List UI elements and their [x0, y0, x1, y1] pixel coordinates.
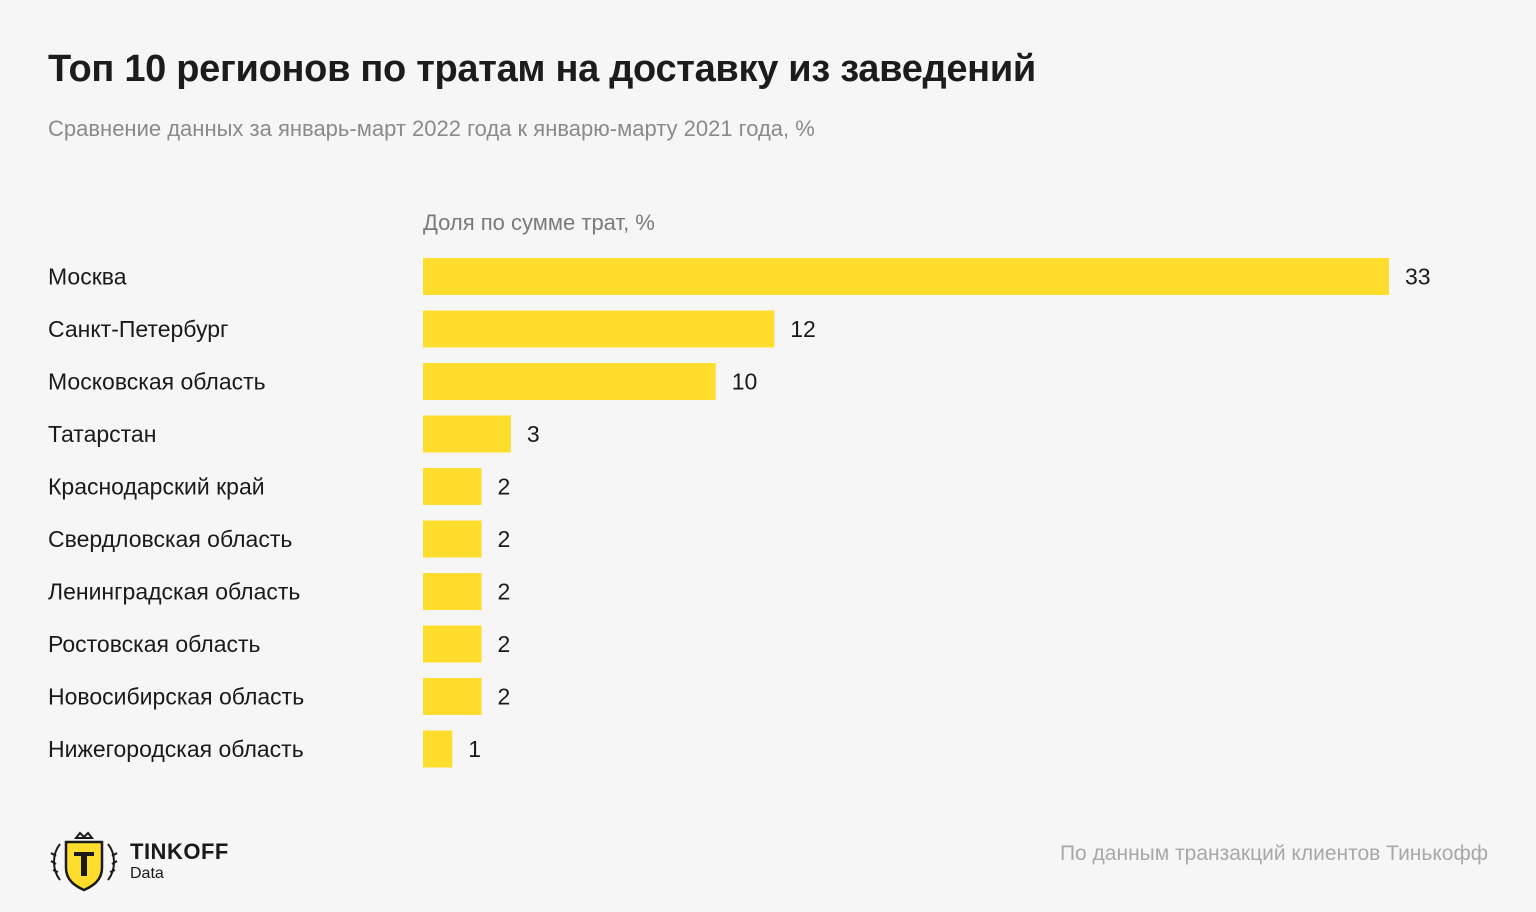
value-label: 12: [790, 316, 816, 342]
category-label: Москва: [48, 264, 127, 290]
value-label: 1: [468, 736, 481, 762]
bar: [423, 520, 482, 558]
category-label: Московская область: [48, 369, 266, 395]
chart-subtitle: Сравнение данных за январь-март 2022 год…: [48, 116, 815, 141]
value-label: 3: [527, 421, 540, 447]
bar: [423, 730, 453, 768]
value-label: 2: [498, 579, 511, 605]
brand-subtitle: Data: [130, 865, 164, 882]
source-note: По данным транзакций клиентов Тинькофф: [1059, 842, 1488, 865]
value-label: 2: [498, 684, 511, 710]
category-label: Нижегородская область: [48, 736, 304, 762]
value-label: 33: [1405, 264, 1431, 290]
bar: [423, 625, 482, 663]
value-label: 2: [498, 474, 511, 500]
category-label: Ростовская область: [48, 631, 261, 657]
bar: [423, 678, 482, 715]
value-label: 2: [498, 526, 511, 552]
brand-name: TINKOFF: [130, 839, 229, 864]
category-label: Татарстан: [48, 421, 156, 447]
chart-title: Топ 10 регионов по тратам на доставку из…: [48, 48, 1036, 90]
category-label: Санкт-Петербург: [48, 316, 228, 342]
bar: [423, 310, 775, 348]
category-label: Свердловская область: [48, 526, 292, 552]
tinkoff-logo: TINKOFF Data: [48, 830, 229, 894]
bar: [423, 258, 1389, 295]
category-label: Краснодарский край: [48, 474, 265, 500]
tinkoff-shield-icon: [50, 831, 118, 892]
bar: [423, 468, 482, 505]
value-label: 10: [732, 369, 758, 395]
column-header: Доля по сумме трат, %: [423, 210, 655, 235]
category-label: Ленинградская область: [48, 579, 300, 605]
value-label: 2: [498, 631, 511, 657]
bar: [423, 573, 482, 610]
bar: [423, 363, 716, 400]
category-label: Новосибирская область: [48, 684, 304, 710]
bar: [423, 415, 511, 453]
